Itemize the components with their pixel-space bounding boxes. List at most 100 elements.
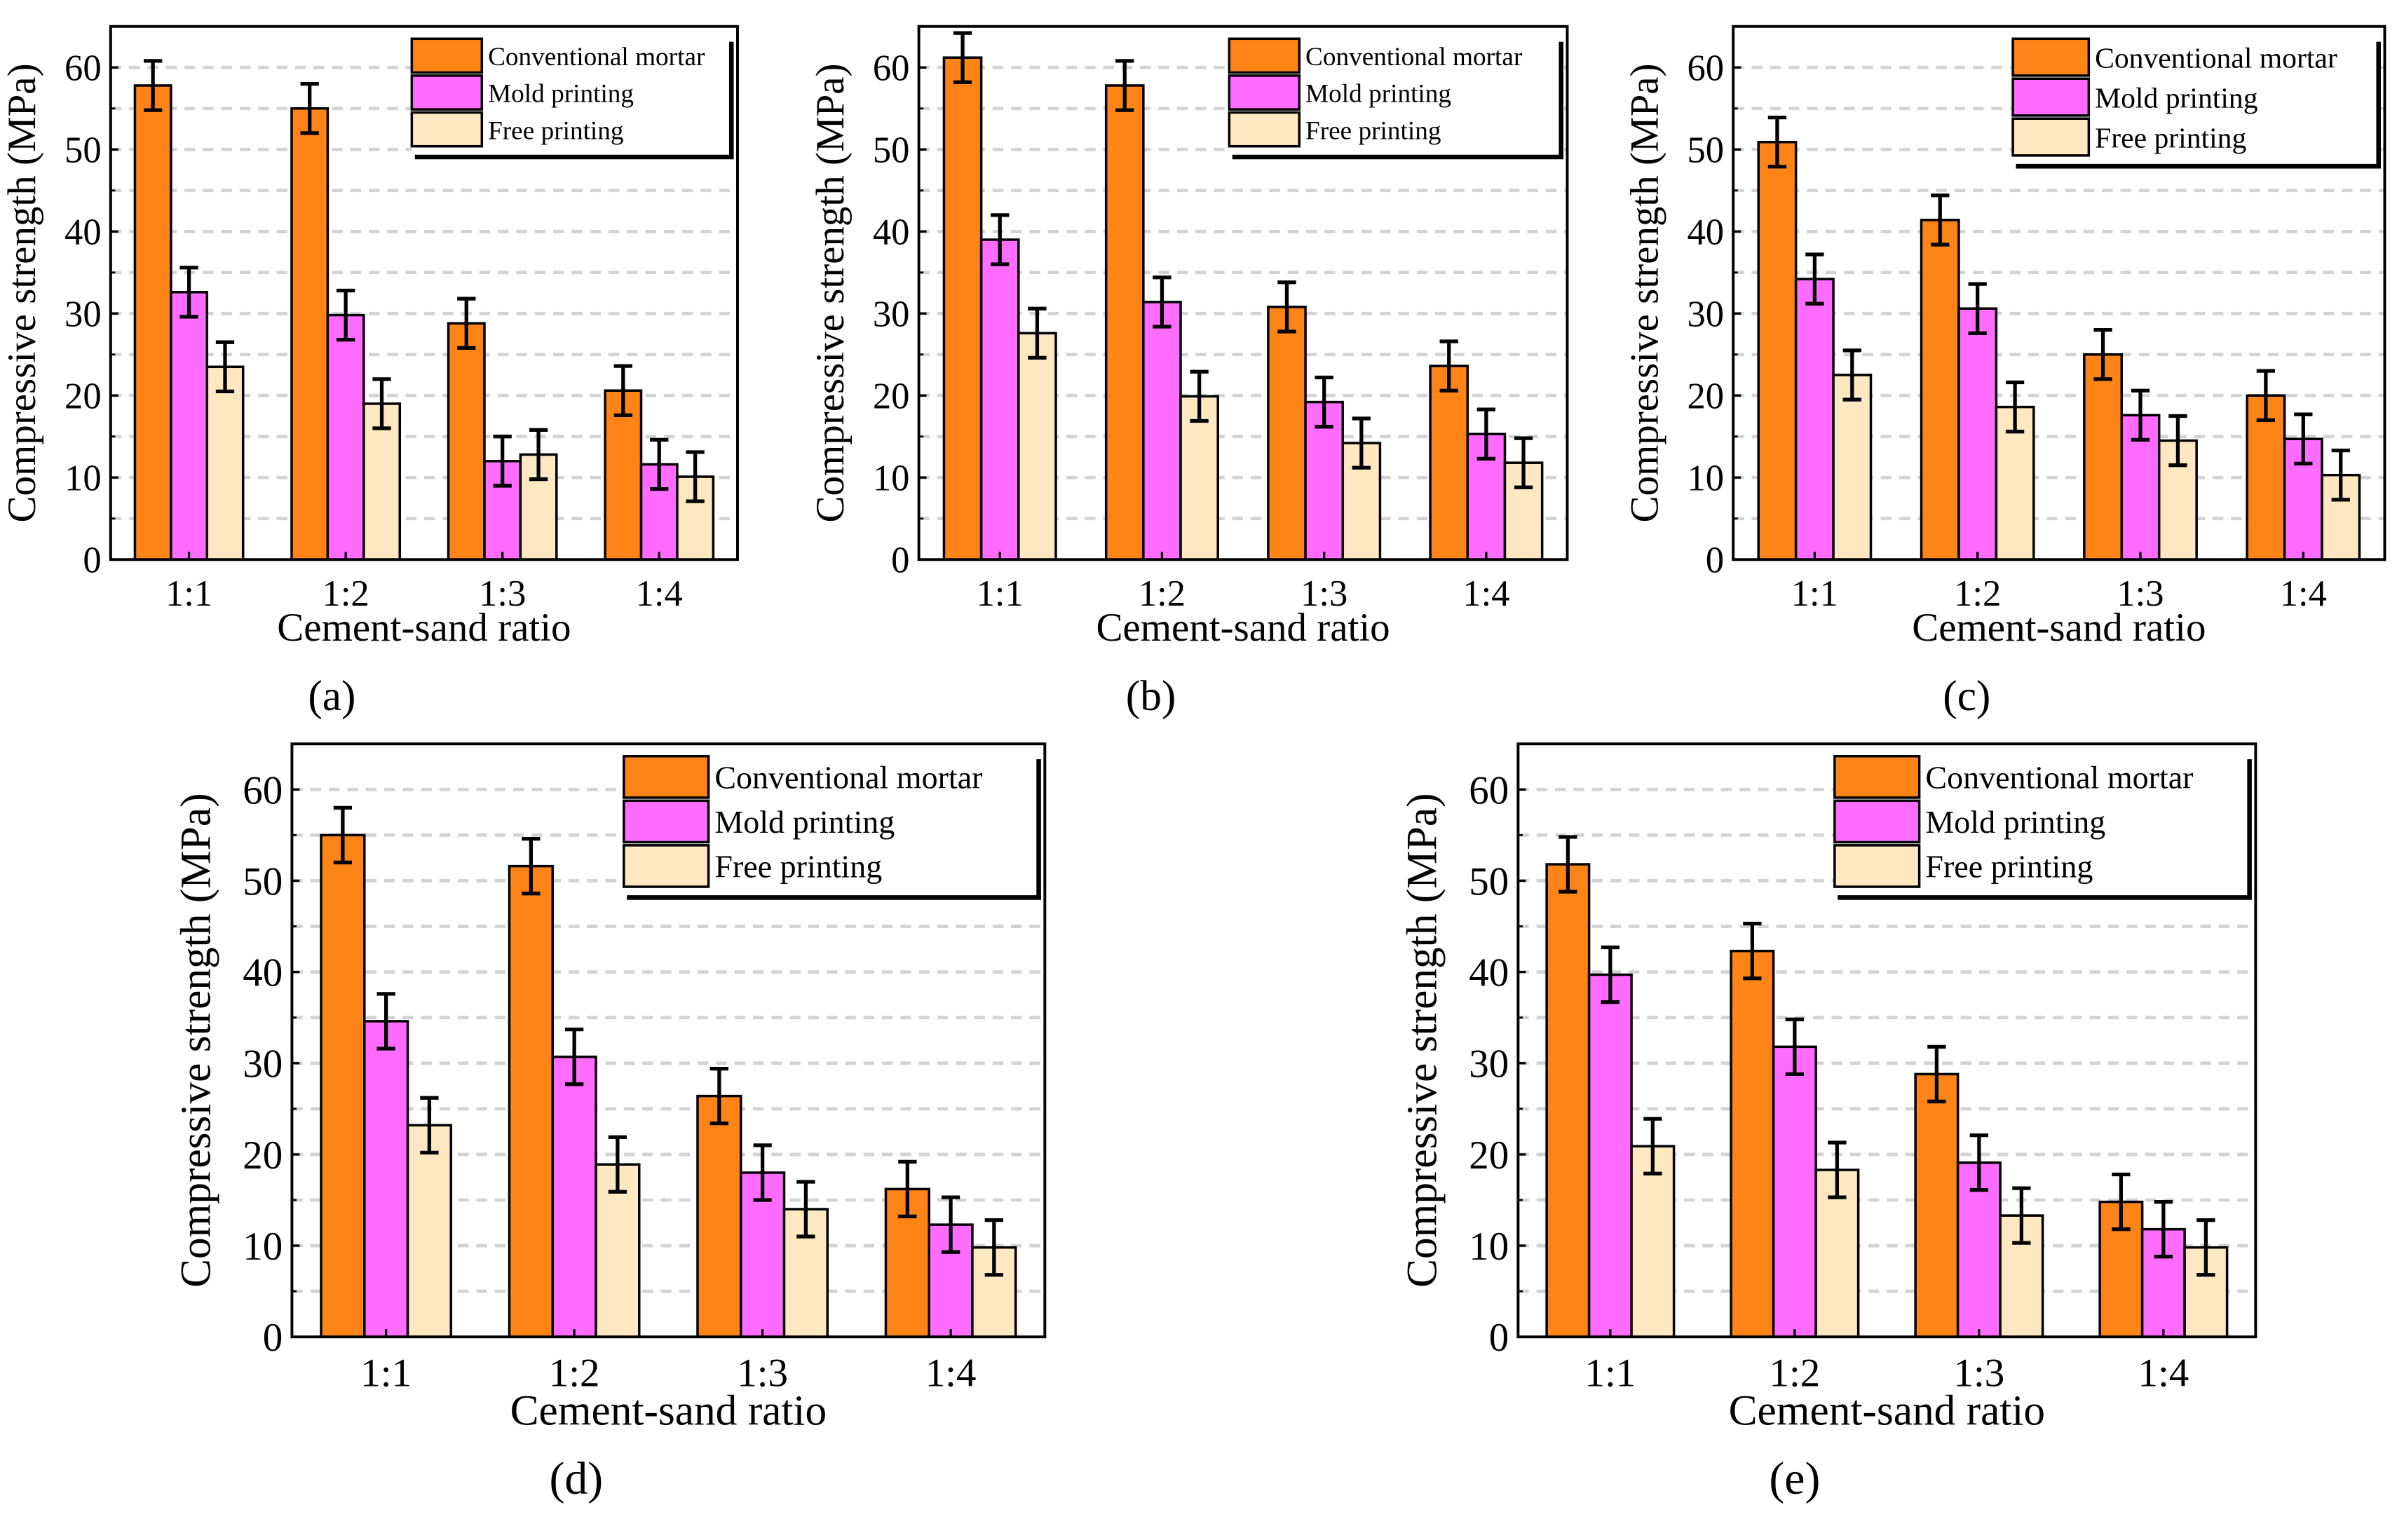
legend-swatch: [623, 799, 710, 844]
legend-swatch: [1228, 111, 1301, 148]
error-bar: [2093, 328, 2112, 381]
error-bar: [1927, 1044, 1946, 1104]
x-axis-label: Cement-sand ratio: [277, 606, 571, 650]
x-axis-label: Cement-sand ratio: [1096, 606, 1390, 650]
bar-conventional-mortar-1-3: [696, 1094, 742, 1338]
x-tick-label: 1:2: [549, 1351, 600, 1395]
x-tick-label: 1:2: [1954, 573, 2001, 614]
x-tick-label: 1:1: [977, 573, 1024, 614]
y-tick-label: 10: [1687, 458, 1724, 499]
y-tick-label: 50: [1469, 859, 1509, 904]
x-tick-label: 1:3: [479, 573, 526, 614]
legend-label: Free printing: [714, 849, 882, 885]
bar-mold-printing-1-1: [170, 291, 209, 561]
legend-label: Mold printing: [1305, 80, 1451, 109]
bar-conventional-mortar-1-2: [290, 107, 330, 561]
legend-swatch: [1833, 755, 1921, 799]
error-bar: [1805, 252, 1824, 306]
panel-label: (d): [550, 1453, 604, 1504]
error-bar: [2005, 380, 2025, 434]
legend: Conventional mortar Mold printing Free pri…: [410, 37, 734, 160]
y-tick-label: 50: [873, 130, 910, 171]
plot-frame: [109, 25, 739, 561]
x-tick-label: 1:4: [2138, 1351, 2189, 1395]
error-bar: [953, 31, 972, 84]
legend-swatch: [1228, 74, 1301, 111]
y-tick-label: 60: [243, 768, 283, 812]
plot-frame: [1516, 742, 2257, 1339]
y-tick-label: 40: [243, 951, 283, 995]
y-axis-label: Compressive strength (MPa): [1622, 63, 1666, 522]
legend-swatch: [623, 844, 710, 888]
legend-label: Mold printing: [1925, 804, 2105, 840]
error-bar: [1601, 945, 1620, 1004]
bar-mold-printing-1-1: [1794, 278, 1835, 561]
error-bar: [1842, 348, 1861, 402]
y-tick-label: 20: [1469, 1133, 1509, 1178]
x-axis-label: Cement-sand ratio: [1729, 1387, 2046, 1435]
y-tick-label: 10: [64, 458, 102, 499]
legend-swatch: [410, 37, 484, 74]
y-tick-label: 10: [243, 1225, 283, 1269]
error-bar: [2196, 1218, 2215, 1277]
y-tick-label: 30: [1687, 294, 1724, 335]
bar-mold-printing-1-2: [326, 313, 365, 561]
bar-conventional-mortar-1-2: [1730, 949, 1775, 1338]
error-bar: [1277, 280, 1296, 334]
legend-label: Mold printing: [488, 80, 634, 109]
legend-label: Free printing: [488, 116, 623, 145]
legend-label: Conventional mortar: [1305, 43, 1523, 71]
legend-swatch: [623, 755, 710, 799]
y-tick-label: 0: [83, 540, 101, 581]
error-bar: [608, 1135, 627, 1194]
error-bar: [2012, 1186, 2031, 1245]
bar-conventional-mortar-1-1: [1545, 863, 1591, 1338]
x-tick-label: 1:1: [1584, 1351, 1636, 1395]
x-tick-label: 1:2: [1139, 573, 1186, 614]
error-bar: [457, 297, 476, 350]
bar-free-printing-1-1: [1832, 374, 1873, 561]
y-tick-label: 50: [1687, 130, 1724, 171]
error-bar: [2331, 448, 2350, 502]
error-bar: [686, 450, 705, 503]
error-bar: [376, 992, 395, 1051]
error-bar: [493, 435, 512, 488]
bar-conventional-mortar-1-2: [508, 864, 555, 1338]
error-bar: [2131, 388, 2150, 442]
error-bar: [1828, 1140, 1847, 1199]
y-tick-label: 40: [873, 212, 910, 253]
x-tick-label: 1:1: [165, 573, 212, 614]
y-axis-label: Compressive strength (MPa): [172, 793, 220, 1288]
bar-conventional-mortar-1-3: [447, 322, 486, 561]
panel-label: (e): [1769, 1453, 1820, 1504]
error-bar: [1315, 375, 1333, 429]
panel-label: (b): [1126, 672, 1176, 720]
y-tick-label: 30: [243, 1042, 283, 1086]
error-bar: [522, 836, 541, 896]
error-bar: [1931, 193, 1950, 247]
y-tick-label: 50: [64, 130, 102, 171]
legend-label: Free printing: [1305, 116, 1441, 145]
y-tick-label: 60: [64, 48, 102, 89]
error-bar: [2112, 1172, 2131, 1232]
error-bar: [179, 266, 198, 319]
error-bar: [1028, 306, 1047, 360]
error-bar: [1115, 59, 1134, 112]
chart-panel-e: 1:1 1:2 1:3 1:4 0 10 20 30 40 50 60 Compressive str…: [1399, 742, 2257, 1504]
error-bar: [753, 1143, 772, 1202]
bar-conventional-mortar-1-2: [1104, 84, 1145, 561]
legend-swatch: [2011, 77, 2091, 117]
error-bar: [420, 1096, 439, 1154]
legend-swatch: [410, 74, 484, 111]
legend-label: Conventional mortar: [488, 43, 705, 71]
bar-free-printing-1-1: [1017, 332, 1057, 561]
y-tick-label: 60: [873, 48, 910, 89]
error-bar: [1476, 407, 1496, 461]
legend-swatch: [1833, 799, 1921, 844]
legend-label: Conventional mortar: [1925, 760, 2193, 796]
x-tick-label: 1:4: [925, 1351, 977, 1395]
legend-swatch: [1228, 37, 1301, 74]
plot-frame: [290, 742, 1047, 1339]
bar-mold-printing-1-2: [1957, 307, 1998, 561]
error-bar: [650, 437, 669, 491]
